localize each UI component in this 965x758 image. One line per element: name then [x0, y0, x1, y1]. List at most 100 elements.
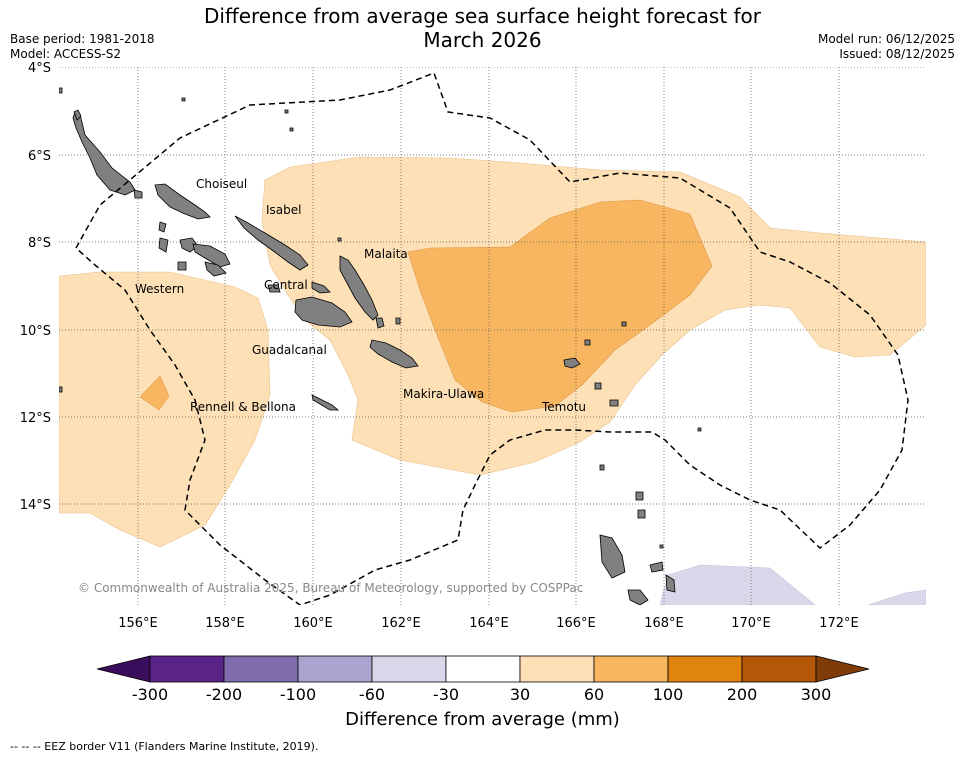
island-bougainville	[72, 111, 136, 196]
province-label-choiseul: Choiseul	[196, 177, 247, 191]
colorbar-tick-10: 300	[801, 685, 832, 704]
lon-label-160e: 160°E	[293, 616, 333, 631]
colorbar-tick-3: -100	[280, 685, 316, 704]
island-malaita	[339, 255, 379, 321]
colorbar-bin-3	[297, 655, 373, 683]
copyright-notice: © Commonwealth of Australia 2025, Bureau…	[78, 581, 583, 595]
island-florida	[311, 281, 331, 294]
colorbar-bin-1	[149, 655, 225, 683]
lat-label-14s: 14°S	[20, 498, 51, 513]
island-pentecost	[665, 574, 676, 593]
colorbar-tick-2: -200	[206, 685, 242, 704]
colorbar	[96, 655, 870, 683]
colorbar-bin-7	[593, 655, 669, 683]
island-kolombangara	[177, 261, 187, 271]
island-russell	[267, 284, 281, 293]
lon-label-170e: 170°E	[731, 616, 771, 631]
province-label-guadalcanal: Guadalcanal	[252, 343, 327, 357]
island-ranongga	[158, 221, 167, 233]
colorbar-tick-8: 100	[653, 685, 684, 704]
island-north-2	[289, 127, 294, 132]
model-name: Model: ACCESS-S2	[10, 47, 122, 61]
anomaly-region-negative-far-southeast	[867, 589, 926, 605]
island-north-3	[181, 97, 186, 102]
island-utupua	[594, 382, 602, 390]
model-run: Model run: 06/12/2025	[817, 32, 955, 46]
lon-label-158e: 158°E	[205, 616, 245, 631]
meta-right: Model run: 06/12/2025 Issued: 08/12/2025	[818, 32, 955, 62]
lat-label-12s: 12°S	[20, 411, 51, 426]
colorbar-extend-high	[815, 655, 870, 683]
lat-label-8s: 8°S	[28, 236, 51, 251]
island-vella	[158, 237, 169, 253]
lon-label-164e: 164°E	[469, 616, 509, 631]
meta-left: Base period: 1981-2018 Model: ACCESS-S2	[10, 32, 155, 62]
anomaly-patch-rennell	[139, 375, 170, 411]
lat-label-4s: 4°S	[28, 61, 51, 76]
chart-title-line1: Difference from average sea surface heig…	[203, 4, 762, 28]
colorbar-bin-6	[519, 655, 595, 683]
province-label-temotu: Temotu	[541, 400, 586, 414]
province-label-malaita: Malaita	[364, 247, 408, 261]
island-bismarck-tip	[59, 87, 63, 94]
colorbar-tick-9: 200	[727, 685, 758, 704]
province-label-rennell-bellona: Rennell & Bellona	[190, 400, 296, 414]
colorbar-tick-4: -60	[359, 685, 385, 704]
colorbar-extend-low	[96, 655, 151, 683]
province-label-western: Western	[135, 282, 184, 296]
colorbar-tick-1: -300	[132, 685, 168, 704]
island-torres	[635, 491, 644, 501]
island-banks	[637, 509, 646, 519]
island-shortland	[133, 189, 143, 199]
province-label-central: Central	[264, 278, 308, 292]
lon-label-168e: 168°E	[644, 616, 684, 631]
island-isabel	[234, 215, 309, 271]
island-tikopia	[621, 321, 627, 327]
lon-label-166e: 166°E	[556, 616, 596, 631]
lon-label-162e: 162°E	[381, 616, 421, 631]
island-sikaiana	[337, 237, 342, 242]
anomaly-region-30-60-west	[59, 271, 271, 548]
island-ulawa	[395, 317, 401, 325]
province-label-makira-ulawa: Makira-Ulawa	[403, 387, 484, 401]
island-choiseul	[154, 183, 211, 220]
island-new-georgia-3	[204, 261, 227, 277]
base-period: Base period: 1981-2018	[10, 32, 155, 46]
island-new-georgia-2	[192, 243, 231, 268]
island-duff	[697, 427, 702, 432]
island-santa-cruz	[563, 357, 581, 369]
lat-label-6s: 6°S	[28, 149, 51, 164]
island-maewo	[649, 561, 664, 573]
island-reef	[584, 339, 591, 346]
chart-title-line2: March 2026	[423, 28, 542, 52]
eez-border	[75, 72, 909, 605]
island-rennell	[311, 394, 340, 411]
island-guadalcanal	[294, 296, 353, 328]
colorbar-bin-2	[223, 655, 299, 683]
island-small-malaita	[375, 317, 385, 329]
lon-label-156e: 156°E	[118, 616, 158, 631]
graticule	[59, 67, 926, 605]
eez-footnote: -- -- -- EEZ border V11 (Flanders Marine…	[10, 740, 319, 753]
island-vanikoro	[609, 399, 619, 407]
colorbar-bin-9	[741, 655, 817, 683]
island-espiritu-santo	[599, 534, 626, 579]
island-north-1	[284, 109, 289, 114]
land-islands	[59, 87, 702, 605]
colorbar-bin-8	[667, 655, 743, 683]
colorbar-tick-7: 60	[584, 685, 604, 704]
island-buka	[73, 109, 82, 121]
colorbar-tick-5: -30	[433, 685, 459, 704]
island-malekula	[627, 589, 649, 605]
colorbar-bin-4	[371, 655, 447, 683]
issued-date: Issued: 08/12/2025	[839, 47, 955, 61]
island-makira	[369, 339, 419, 369]
lon-label-172e: 172°E	[819, 616, 859, 631]
colorbar-bin-5	[445, 655, 521, 683]
anomaly-region-negative-southeast	[659, 564, 816, 605]
anomaly-region-60-100	[407, 199, 713, 413]
island-rotuma-1	[599, 464, 605, 471]
lat-label-10s: 10°S	[20, 324, 51, 339]
colorbar-tick-6: 30	[510, 685, 530, 704]
